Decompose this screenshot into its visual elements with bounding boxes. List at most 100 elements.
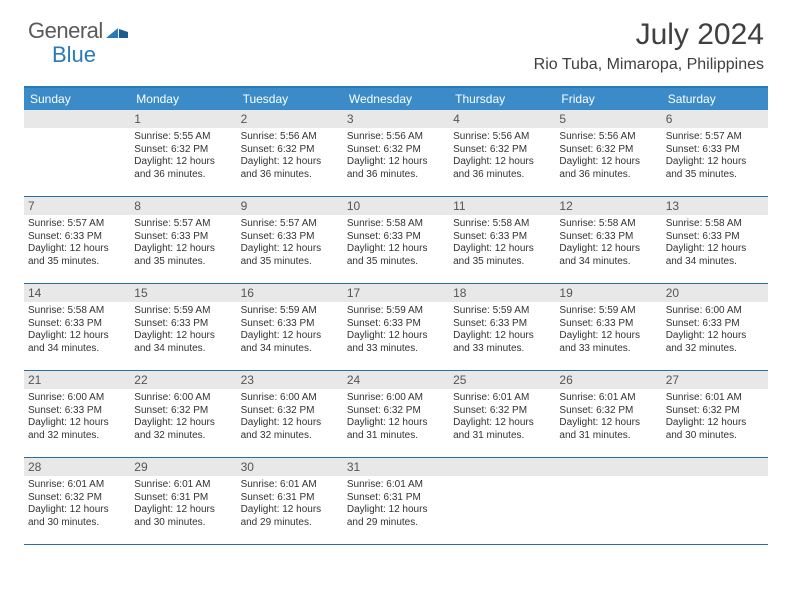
- day-line: and 35 minutes.: [134, 256, 232, 269]
- day-line: Sunset: 6:33 PM: [666, 318, 764, 331]
- day-line: Daylight: 12 hours: [347, 417, 445, 430]
- day-body: Sunrise: 5:59 AMSunset: 6:33 PMDaylight:…: [449, 302, 555, 359]
- day-body: [662, 476, 768, 483]
- day-body: Sunrise: 6:01 AMSunset: 6:31 PMDaylight:…: [237, 476, 343, 533]
- dow-cell: Sunday: [24, 88, 130, 110]
- day-line: Sunset: 6:32 PM: [559, 405, 657, 418]
- day-line: Daylight: 12 hours: [134, 504, 232, 517]
- day-line: and 35 minutes.: [666, 169, 764, 182]
- location: Rio Tuba, Mimaropa, Philippines: [534, 56, 764, 74]
- dow-cell: Thursday: [449, 88, 555, 110]
- day-body: Sunrise: 6:01 AMSunset: 6:31 PMDaylight:…: [343, 476, 449, 533]
- day-line: and 29 minutes.: [241, 517, 339, 530]
- day-line: and 34 minutes.: [559, 256, 657, 269]
- day-number: 5: [555, 110, 661, 128]
- day-line: Sunrise: 6:00 AM: [241, 392, 339, 405]
- day-body: Sunrise: 6:01 AMSunset: 6:32 PMDaylight:…: [662, 389, 768, 446]
- day-line: Daylight: 12 hours: [28, 504, 126, 517]
- day-line: Sunset: 6:33 PM: [666, 144, 764, 157]
- day-line: Daylight: 12 hours: [28, 417, 126, 430]
- day-line: and 33 minutes.: [453, 343, 551, 356]
- day-line: and 36 minutes.: [241, 169, 339, 182]
- day-body: Sunrise: 5:59 AMSunset: 6:33 PMDaylight:…: [555, 302, 661, 359]
- day-number: 23: [237, 371, 343, 389]
- day-line: Sunrise: 5:57 AM: [666, 131, 764, 144]
- day-cell: 11Sunrise: 5:58 AMSunset: 6:33 PMDayligh…: [449, 197, 555, 283]
- day-cell: 3Sunrise: 5:56 AMSunset: 6:32 PMDaylight…: [343, 110, 449, 196]
- day-line: Sunset: 6:33 PM: [347, 318, 445, 331]
- day-cell: 27Sunrise: 6:01 AMSunset: 6:32 PMDayligh…: [662, 371, 768, 457]
- day-line: Sunset: 6:33 PM: [666, 231, 764, 244]
- day-line: Sunrise: 6:01 AM: [347, 479, 445, 492]
- day-line: and 35 minutes.: [453, 256, 551, 269]
- day-line: Daylight: 12 hours: [666, 243, 764, 256]
- logo: General: [28, 18, 130, 44]
- day-number: 13: [662, 197, 768, 215]
- day-number: 1: [130, 110, 236, 128]
- day-cell: 22Sunrise: 6:00 AMSunset: 6:32 PMDayligh…: [130, 371, 236, 457]
- day-cell: 7Sunrise: 5:57 AMSunset: 6:33 PMDaylight…: [24, 197, 130, 283]
- day-cell: 10Sunrise: 5:58 AMSunset: 6:33 PMDayligh…: [343, 197, 449, 283]
- day-line: Sunset: 6:33 PM: [28, 405, 126, 418]
- day-number: 22: [130, 371, 236, 389]
- day-number: 9: [237, 197, 343, 215]
- day-cell: 6Sunrise: 5:57 AMSunset: 6:33 PMDaylight…: [662, 110, 768, 196]
- day-number: [24, 110, 130, 128]
- day-body: Sunrise: 5:58 AMSunset: 6:33 PMDaylight:…: [555, 215, 661, 272]
- calendar: SundayMondayTuesdayWednesdayThursdayFrid…: [24, 86, 768, 545]
- day-number: 11: [449, 197, 555, 215]
- day-line: Daylight: 12 hours: [559, 330, 657, 343]
- day-cell: 20Sunrise: 6:00 AMSunset: 6:33 PMDayligh…: [662, 284, 768, 370]
- day-line: Sunrise: 5:59 AM: [241, 305, 339, 318]
- day-line: and 36 minutes.: [453, 169, 551, 182]
- day-line: Sunrise: 5:58 AM: [453, 218, 551, 231]
- day-line: Sunrise: 5:57 AM: [134, 218, 232, 231]
- day-number: [662, 458, 768, 476]
- header: General July 2024 Rio Tuba, Mimaropa, Ph…: [0, 0, 792, 78]
- day-cell: 1Sunrise: 5:55 AMSunset: 6:32 PMDaylight…: [130, 110, 236, 196]
- day-number: [449, 458, 555, 476]
- day-cell: 9Sunrise: 5:57 AMSunset: 6:33 PMDaylight…: [237, 197, 343, 283]
- day-number: 25: [449, 371, 555, 389]
- day-line: and 32 minutes.: [666, 343, 764, 356]
- day-line: and 32 minutes.: [28, 430, 126, 443]
- day-line: and 34 minutes.: [241, 343, 339, 356]
- day-line: Sunset: 6:33 PM: [241, 318, 339, 331]
- day-line: Sunset: 6:33 PM: [134, 318, 232, 331]
- day-line: Daylight: 12 hours: [134, 156, 232, 169]
- day-cell: 30Sunrise: 6:01 AMSunset: 6:31 PMDayligh…: [237, 458, 343, 544]
- day-line: Sunset: 6:31 PM: [134, 492, 232, 505]
- day-line: Sunset: 6:33 PM: [559, 231, 657, 244]
- day-line: and 34 minutes.: [666, 256, 764, 269]
- day-line: Daylight: 12 hours: [453, 156, 551, 169]
- day-body: Sunrise: 5:58 AMSunset: 6:33 PMDaylight:…: [662, 215, 768, 272]
- day-line: Sunrise: 6:01 AM: [453, 392, 551, 405]
- logo-flag-icon: [106, 18, 128, 44]
- day-line: Sunset: 6:32 PM: [241, 405, 339, 418]
- day-number: 20: [662, 284, 768, 302]
- day-line: Daylight: 12 hours: [666, 330, 764, 343]
- day-line: Daylight: 12 hours: [559, 243, 657, 256]
- day-line: Daylight: 12 hours: [134, 330, 232, 343]
- day-line: Sunrise: 6:01 AM: [559, 392, 657, 405]
- week-row: 21Sunrise: 6:00 AMSunset: 6:33 PMDayligh…: [24, 371, 768, 458]
- day-line: Daylight: 12 hours: [241, 243, 339, 256]
- title-block: July 2024 Rio Tuba, Mimaropa, Philippine…: [534, 18, 764, 74]
- day-line: Sunset: 6:32 PM: [134, 405, 232, 418]
- day-line: Daylight: 12 hours: [28, 330, 126, 343]
- day-line: Daylight: 12 hours: [559, 417, 657, 430]
- day-line: Sunset: 6:33 PM: [134, 231, 232, 244]
- day-body: Sunrise: 5:59 AMSunset: 6:33 PMDaylight:…: [237, 302, 343, 359]
- day-line: and 36 minutes.: [134, 169, 232, 182]
- day-number: 31: [343, 458, 449, 476]
- day-line: and 35 minutes.: [347, 256, 445, 269]
- day-number: 6: [662, 110, 768, 128]
- day-number: 24: [343, 371, 449, 389]
- day-cell: [555, 458, 661, 544]
- day-line: Daylight: 12 hours: [241, 417, 339, 430]
- day-number: 19: [555, 284, 661, 302]
- day-line: Sunrise: 5:56 AM: [241, 131, 339, 144]
- day-body: Sunrise: 6:01 AMSunset: 6:32 PMDaylight:…: [555, 389, 661, 446]
- day-body: [24, 128, 130, 135]
- day-line: Daylight: 12 hours: [347, 243, 445, 256]
